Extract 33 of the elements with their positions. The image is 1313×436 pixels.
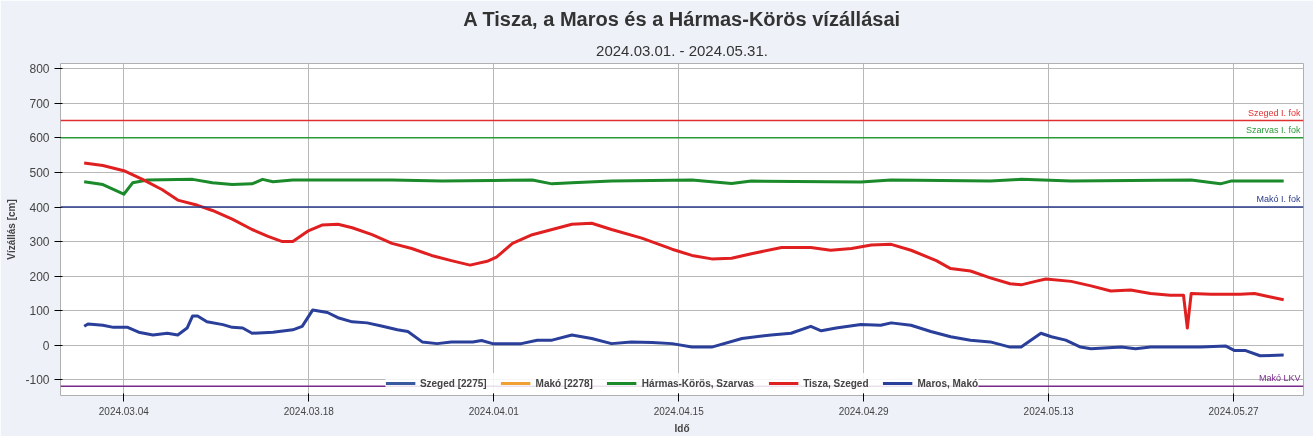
y-tick-label: 100 (29, 304, 50, 319)
x-axis-title: Idő (674, 422, 690, 434)
ref-line-label: Szarvas I. fok (1245, 124, 1301, 135)
y-tick-label: 400 (29, 200, 50, 215)
legend-label: Maros, Makó (917, 377, 979, 389)
line-series (82, 161, 1286, 330)
y-tick-label: 500 (29, 165, 50, 180)
ref-line-label: Makó I. fok (1256, 194, 1301, 205)
legend-label: Makó [2278] (535, 377, 593, 389)
chart-subtitle: 2024.03.01. - 2024.05.31. (596, 41, 768, 59)
line-series (82, 177, 1286, 196)
x-tick-label: 2024.05.27 (1208, 405, 1260, 417)
y-tick-label: -100 (25, 373, 50, 388)
y-tick-label: 0 (42, 338, 50, 353)
x-tick-label: 2024.05.13 (1023, 405, 1075, 417)
y-tick-label: 200 (29, 269, 50, 284)
legend-label: Szeged [2275] (419, 377, 487, 389)
x-tick-label: 2024.03.04 (98, 405, 150, 417)
x-tick-label: 2024.04.01 (468, 405, 520, 417)
legend-label: Tisza, Szeged (803, 377, 869, 389)
x-tick-label: 2024.04.29 (838, 405, 890, 417)
ref-line-label: Makó LKV (1258, 373, 1301, 384)
chart-title: A Tisza, a Maros és a Hármas-Körös vízállásai (463, 7, 901, 30)
y-tick-label: 600 (29, 131, 50, 146)
y-axis-title: Vízállás [cm] (6, 199, 18, 260)
x-tick-label: 2024.04.15 (653, 405, 705, 417)
line-series (82, 308, 1286, 358)
legend-label: Hármas-Körös, Szarvas (641, 377, 755, 389)
y-tick-label: 700 (29, 96, 50, 111)
y-tick-label: 300 (29, 235, 50, 250)
y-tick-label: 800 (29, 62, 50, 77)
x-tick-label: 2024.03.18 (283, 405, 335, 417)
ref-line-label: Szeged I. fok (1247, 107, 1301, 118)
